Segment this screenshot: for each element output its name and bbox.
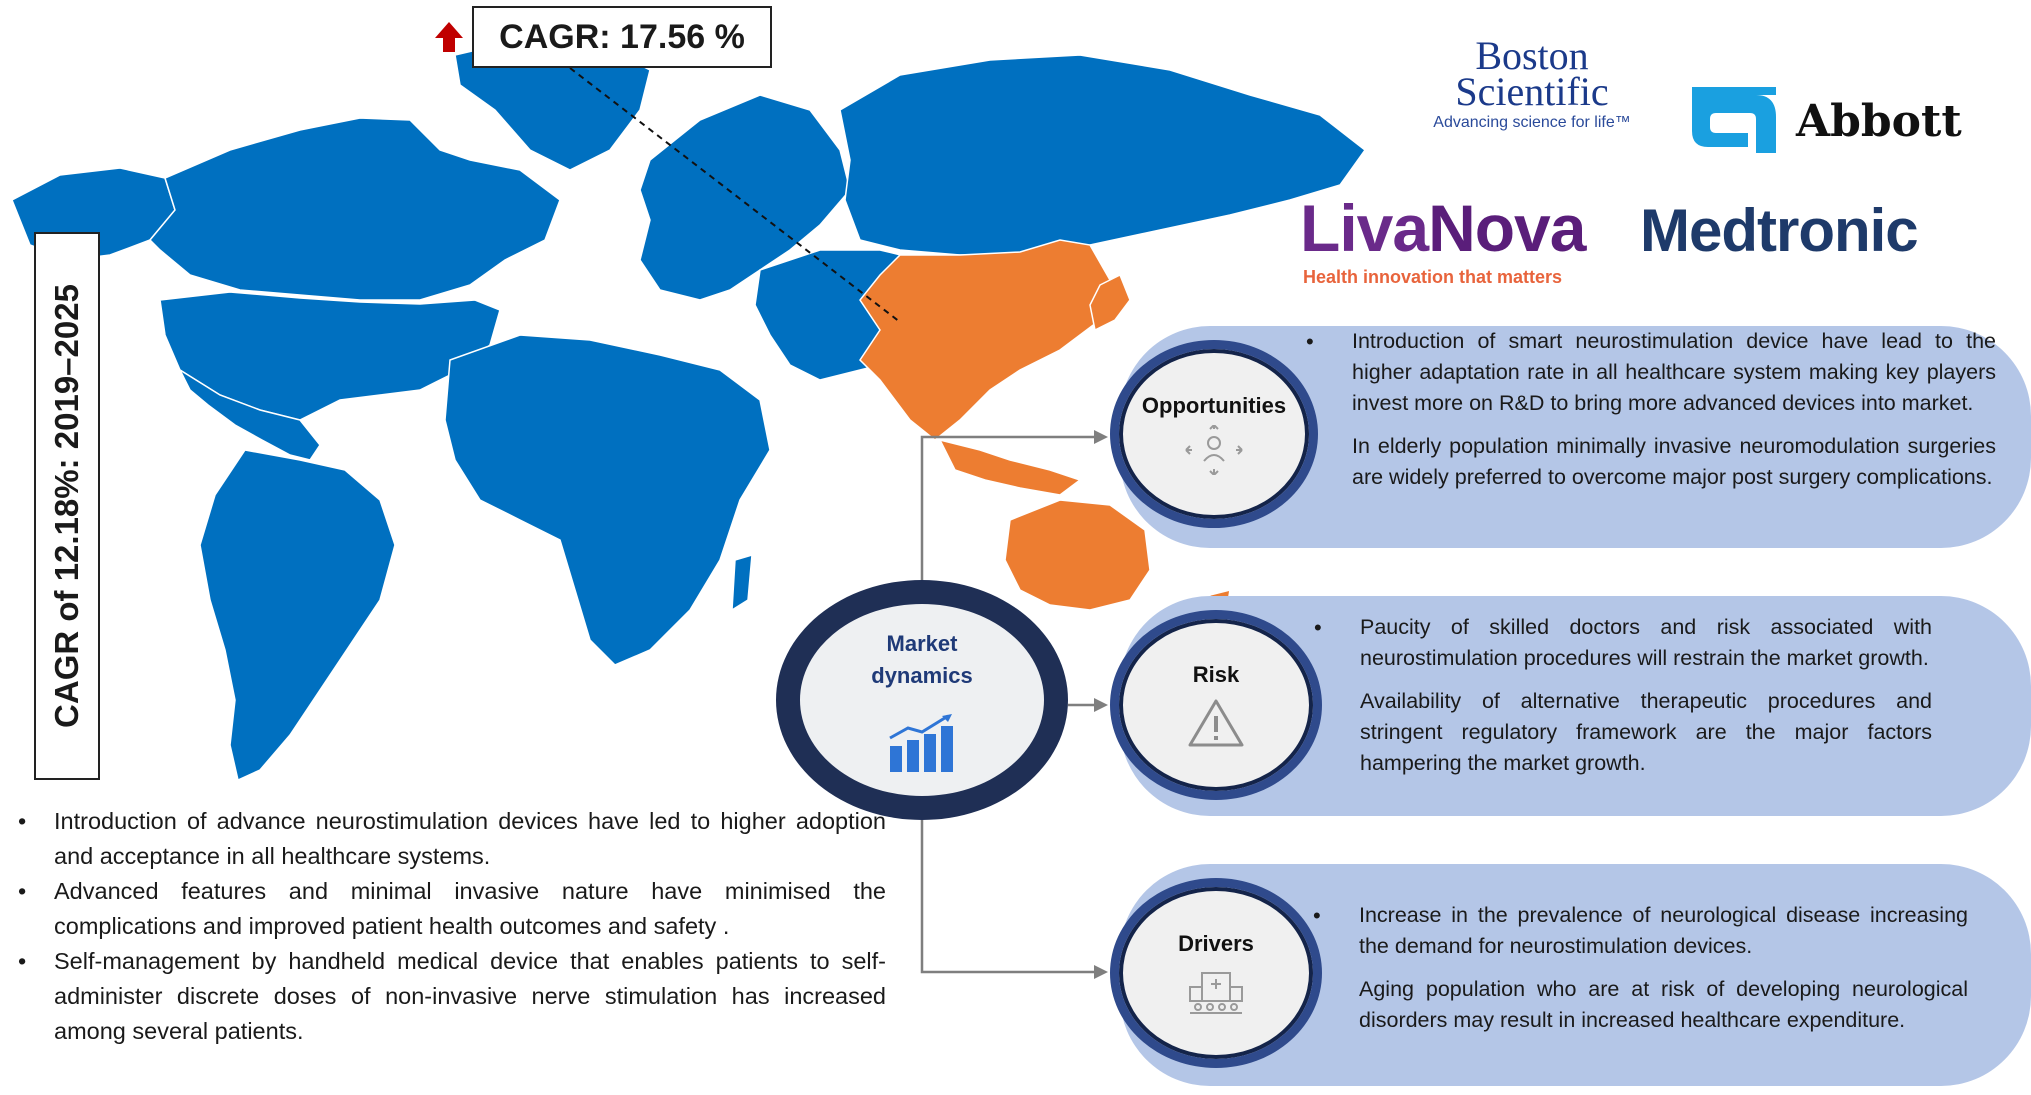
drivers-circle: Drivers <box>1110 878 1322 1068</box>
network-person-icon <box>1185 425 1243 475</box>
cagr-global-text: CAGR of 12.18%: 2019–2025 <box>48 284 85 728</box>
risk-bullet: Paucity of skilled doctors and risk asso… <box>1312 612 1932 674</box>
boston-logo-tagline: Advancing science for life™ <box>1433 114 1631 131</box>
map-region-russia <box>839 54 1367 256</box>
hospital-building-icon <box>1189 972 1243 1014</box>
livanova-logo-part2: Nova <box>1428 191 1586 265</box>
cagr-apac-text: CAGR: 17.56 % <box>499 17 745 56</box>
map-region-japan <box>1089 273 1131 332</box>
map-region-canada <box>148 117 561 301</box>
market-dynamics-line1: Market <box>886 631 958 656</box>
livanova-tagline: Health innovation that matters <box>1303 267 1563 287</box>
left-bullet: Introduction of advance neurostimulation… <box>14 804 886 874</box>
risk-bullet: Availability of alternative therapeutic … <box>1312 686 1932 779</box>
left-bullet: Self-management by handheld medical devi… <box>14 944 886 1049</box>
livanova-logo: LivaNova <box>1300 190 1586 266</box>
warning-triangle-icon <box>1188 699 1244 747</box>
market-dynamics-title: Market dynamics <box>871 628 973 692</box>
medtronic-logo: Medtronic <box>1640 197 1919 264</box>
bar-chart-growth-icon <box>889 714 953 772</box>
opportunities-bullet: Introduction of smart neurostimulation d… <box>1304 326 1996 419</box>
opportunities-bullet: In elderly population minimally invasive… <box>1304 431 1996 493</box>
market-dynamics-line2: dynamics <box>871 663 973 688</box>
boston-scientific-logo: Boston Scientific Advancing science for … <box>1412 33 1652 132</box>
left-bullet: Advanced features and minimal invasive n… <box>14 874 886 944</box>
map-region-madagascar <box>731 553 753 612</box>
risk-title: Risk <box>1192 662 1240 687</box>
map-region-se-asia <box>938 438 1082 496</box>
drivers-bullet: Aging population who are at risk of deve… <box>1311 974 1968 1036</box>
left-bullet-list: Introduction of advance neurostimulation… <box>14 804 886 1049</box>
map-region-australia <box>1004 499 1151 611</box>
cagr-apac-label: CAGR: 17.56 % <box>472 6 772 68</box>
drivers-bullet: Increase in the prevalence of neurologic… <box>1311 900 1968 962</box>
livanova-logo-part1: Liva <box>1300 191 1429 265</box>
boston-logo-line1: Boston <box>1475 33 1589 78</box>
map-region-apac-asia <box>859 239 1111 441</box>
abbott-logo-mark-icon <box>1692 87 1776 153</box>
opportunities-title: Opportunities <box>1141 393 1287 418</box>
risk-circle: Risk <box>1110 610 1322 800</box>
map-region-south-america <box>199 449 396 782</box>
map-region-africa <box>444 334 771 666</box>
boston-logo-line2: Scientific <box>1455 69 1609 114</box>
drivers-title: Drivers <box>1178 931 1254 956</box>
opportunities-circle: Opportunities <box>1110 340 1318 528</box>
abbott-logo-text: Abbott <box>1796 96 1962 147</box>
map-region-europe <box>639 94 851 301</box>
market-dynamics-circle: Market dynamics <box>776 580 1068 820</box>
map-region-mexico <box>178 367 321 461</box>
arrow-up-icon <box>435 22 463 52</box>
cagr-global-label: CAGR of 12.18%: 2019–2025 <box>34 232 100 780</box>
